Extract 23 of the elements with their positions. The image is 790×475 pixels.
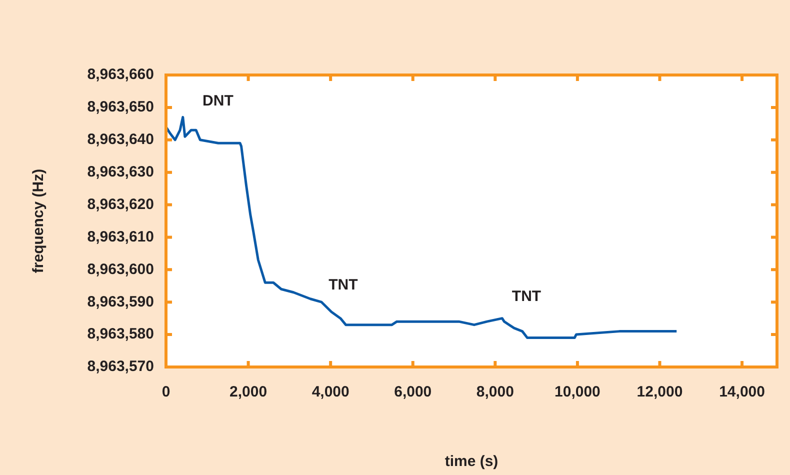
annotation: TNT (512, 288, 542, 306)
y-tick-label: 8,963,580 (87, 326, 154, 343)
x-tick-label: 12,000 (636, 384, 683, 401)
y-tick-label: 8,963,630 (87, 163, 154, 180)
y-tick-label: 8,963,570 (87, 358, 154, 376)
x-tick-label: 4,000 (312, 384, 350, 401)
y-tick-label: 8,963,660 (87, 66, 154, 84)
x-tick-label: 10,000 (554, 384, 600, 401)
y-tick-label: 8,963,590 (87, 293, 154, 310)
x-tick-label: 0 (162, 384, 170, 401)
annotation: TNT (328, 276, 358, 294)
x-tick-label: 14,000 (719, 384, 765, 401)
x-tick-label: 2,000 (230, 384, 268, 401)
annotation: DNT (202, 92, 234, 110)
x-axis-title: time (s) (444, 453, 498, 470)
x-tick-label: 6,000 (394, 384, 432, 401)
y-tick-label: 8,963,620 (87, 196, 154, 213)
x-tick-label: 8,000 (476, 384, 514, 401)
y-tick-label: 8,963,640 (87, 131, 154, 148)
y-tick-label: 8,963,610 (87, 228, 154, 246)
y-tick-label: 8,963,600 (87, 260, 154, 278)
y-tick-label: 8,963,650 (87, 98, 154, 116)
y-axis-title: frequency (Hz) (30, 168, 48, 274)
